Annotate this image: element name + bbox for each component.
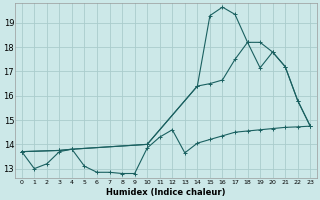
X-axis label: Humidex (Indice chaleur): Humidex (Indice chaleur) bbox=[106, 188, 226, 197]
